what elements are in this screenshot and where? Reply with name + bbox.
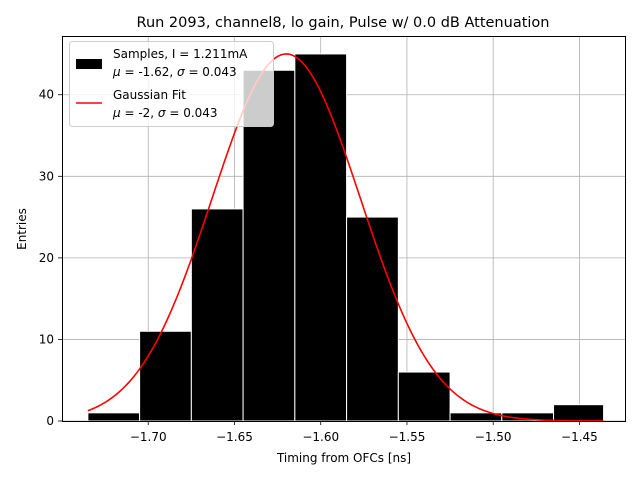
- histogram-bar: [139, 330, 192, 422]
- histogram-bars: [87, 53, 605, 422]
- histogram-bar: [294, 53, 348, 422]
- chart-title: Run 2093, channel8, lo gain, Pulse w/ 0.…: [137, 15, 550, 31]
- histogram-bar: [190, 208, 244, 422]
- y-axis-label: Entries: [15, 208, 29, 250]
- y-tick-label: 40: [39, 88, 54, 102]
- x-axis-ticks: −1.70 −1.65 −1.60 −1.55 −1.50 −1.45: [130, 421, 598, 444]
- histogram-bar: [242, 69, 296, 422]
- legend-samples-label: Samples, I = 1.211mA: [113, 47, 248, 61]
- x-tick-label: −1.70: [130, 430, 167, 444]
- legend-fit-stats: μ = -2, σ = 0.043: [112, 106, 218, 120]
- x-axis-label: Timing from OFCs [ns]: [276, 451, 411, 465]
- histogram-bar: [346, 216, 399, 422]
- legend: Samples, I = 1.211mA μ = -1.62, σ = 0.04…: [69, 41, 274, 127]
- y-tick-label: 0: [46, 414, 54, 428]
- gaussian-fit-line: [87, 53, 604, 422]
- histogram-bar: [553, 404, 605, 422]
- legend-fit-label: Gaussian Fit: [113, 88, 186, 102]
- plot-frame: [62, 36, 626, 422]
- legend-samples-stats: μ = -1.62, σ = 0.043: [112, 65, 237, 79]
- histogram-bar: [397, 371, 451, 422]
- histogram-bar: [87, 412, 141, 422]
- y-axis-ticks: 0 10 20 30 40: [39, 88, 62, 428]
- legend-samples-swatch: [76, 59, 102, 69]
- x-tick-label: −1.50: [475, 430, 512, 444]
- x-tick-label: −1.55: [389, 430, 426, 444]
- y-tick-label: 30: [39, 169, 54, 183]
- legend-box: [69, 41, 274, 127]
- y-tick-label: 10: [39, 332, 54, 346]
- x-tick-label: −1.60: [302, 430, 339, 444]
- x-tick-label: −1.45: [561, 430, 598, 444]
- x-tick-label: −1.65: [216, 430, 253, 444]
- y-tick-label: 20: [39, 251, 54, 265]
